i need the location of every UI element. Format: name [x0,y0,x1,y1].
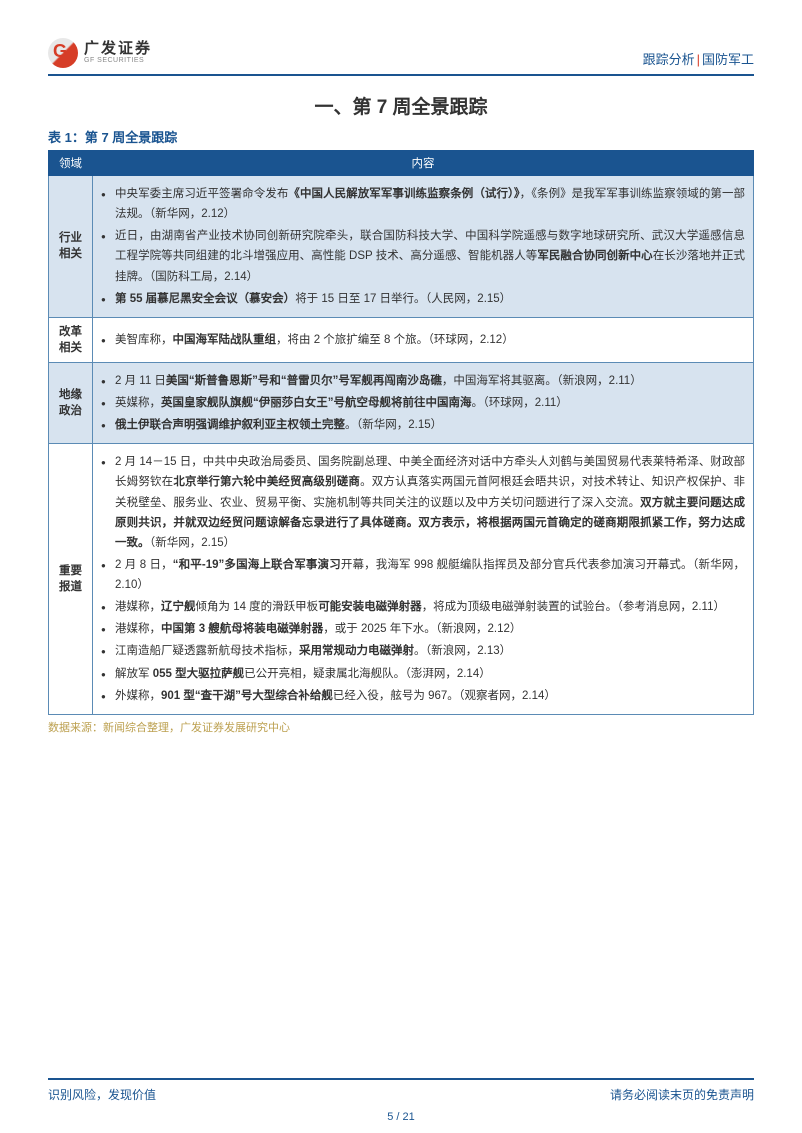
col-header-content: 内容 [93,151,754,176]
footer-right: 请务必阅读末页的免责声明 [610,1086,754,1103]
list-item: 2 月 14－15 日，中共中央政治局委员、国务院副总理、中美全面经济对话中方牵… [115,452,745,553]
list-item: 俄土伊联合声明强调维护叙利亚主权领土完整。（新华网，2.15） [115,415,745,435]
list-item: 港媒称，中国第 3 艘航母将装电磁弹射器，或于 2025 年下水。（新浪网，2.… [115,619,745,639]
category-cell: 重要报道 [49,444,93,715]
category-cell: 改革相关 [49,317,93,362]
logo-text-cn: 广发证券 [84,41,152,58]
list-item: 2 月 11 日美国“斯普鲁恩斯”号和“普雷贝尔”号军舰再闯南沙岛礁，中国海军将… [115,371,745,391]
list-item: 港媒称，辽宁舰倾角为 14 度的滑跃甲板可能安装电磁弹射器，将成为顶级电磁弹射装… [115,597,745,617]
company-logo: 广发证券 GF SECURITIES [48,38,152,68]
separator: | [697,52,700,67]
list-item: 中央军委主席习近平签署命令发布《中国人民解放军军事训练监察条例（试行）》，《条例… [115,184,745,224]
logo-text-en: GF SECURITIES [84,57,152,65]
list-item: 江南造船厂疑透露新航母技术指标，采用常规动力电磁弹射。（新浪网，2.13） [115,641,745,661]
content-cell: 美智库称，中国海军陆战队重组，将由 2 个旅扩编至 8 个旅。（环球网，2.12… [93,317,754,362]
doc-type: 跟踪分析 [643,52,695,67]
list-item: 美智库称，中国海军陆战队重组，将由 2 个旅扩编至 8 个旅。（环球网，2.12… [115,330,745,350]
page-number: 5 / 21 [0,1111,802,1123]
list-item: 第 55 届慕尼黑安全会议（慕安会）将于 15 日至 17 日举行。（人民网，2… [115,289,745,309]
tracking-table: 领域 内容 行业相关中央军委主席习近平签署命令发布《中国人民解放军军事训练监察条… [48,150,754,715]
list-item: 英媒称，英国皇家舰队旗舰“伊丽莎白女王”号航空母舰将前往中国南海。（环球网，2.… [115,393,745,413]
content-cell: 2 月 11 日美国“斯普鲁恩斯”号和“普雷贝尔”号军舰再闯南沙岛礁，中国海军将… [93,362,754,443]
content-cell: 2 月 14－15 日，中共中央政治局委员、国务院副总理、中美全面经济对话中方牵… [93,444,754,715]
page-footer: 识别风险，发现价值 请务必阅读末页的免责声明 [48,1078,754,1103]
list-item: 解放军 055 型大驱拉萨舰已公开亮相，疑隶属北海舰队。（澎湃网，2.14） [115,664,745,684]
table-row: 行业相关中央军委主席习近平签署命令发布《中国人民解放军军事训练监察条例（试行）》… [49,176,754,318]
section-title: 一、第 7 周全景跟踪 [48,92,754,119]
table-caption: 表 1：第 7 周全景跟踪 [48,127,754,146]
table-row: 重要报道 2 月 14－15 日，中共中央政治局委员、国务院副总理、中美全面经济对… [49,444,754,715]
doc-sector: 国防军工 [702,52,754,67]
page-header: 广发证券 GF SECURITIES 跟踪分析|国防军工 [48,38,754,76]
table-row: 地缘政治 2 月 11 日美国“斯普鲁恩斯”号和“普雷贝尔”号军舰再闯南沙岛礁，中… [49,362,754,443]
logo-icon [48,38,78,68]
content-cell: 中央军委主席习近平签署命令发布《中国人民解放军军事训练监察条例（试行）》，《条例… [93,176,754,318]
table-row: 改革相关 美智库称，中国海军陆战队重组，将由 2 个旅扩编至 8 个旅。（环球网，… [49,317,754,362]
header-classification: 跟踪分析|国防军工 [643,49,754,68]
col-header-domain: 领域 [49,151,93,176]
footer-left: 识别风险，发现价值 [48,1086,156,1103]
category-cell: 地缘政治 [49,362,93,443]
list-item: 近日，由湖南省产业技术协同创新研究院牵头，联合国防科技大学、中国科学院遥感与数字… [115,226,745,286]
list-item: 外媒称，901 型“查干湖”号大型综合补给舰已经入役，舷号为 967。（观察者网… [115,686,745,706]
data-source-note: 数据来源：新闻综合整理，广发证券发展研究中心 [48,719,754,735]
list-item: 2 月 8 日，“和平-19”多国海上联合军事演习开幕，我海军 998 舰艇编队… [115,555,745,595]
category-cell: 行业相关 [49,176,93,318]
table-header-row: 领域 内容 [49,151,754,176]
